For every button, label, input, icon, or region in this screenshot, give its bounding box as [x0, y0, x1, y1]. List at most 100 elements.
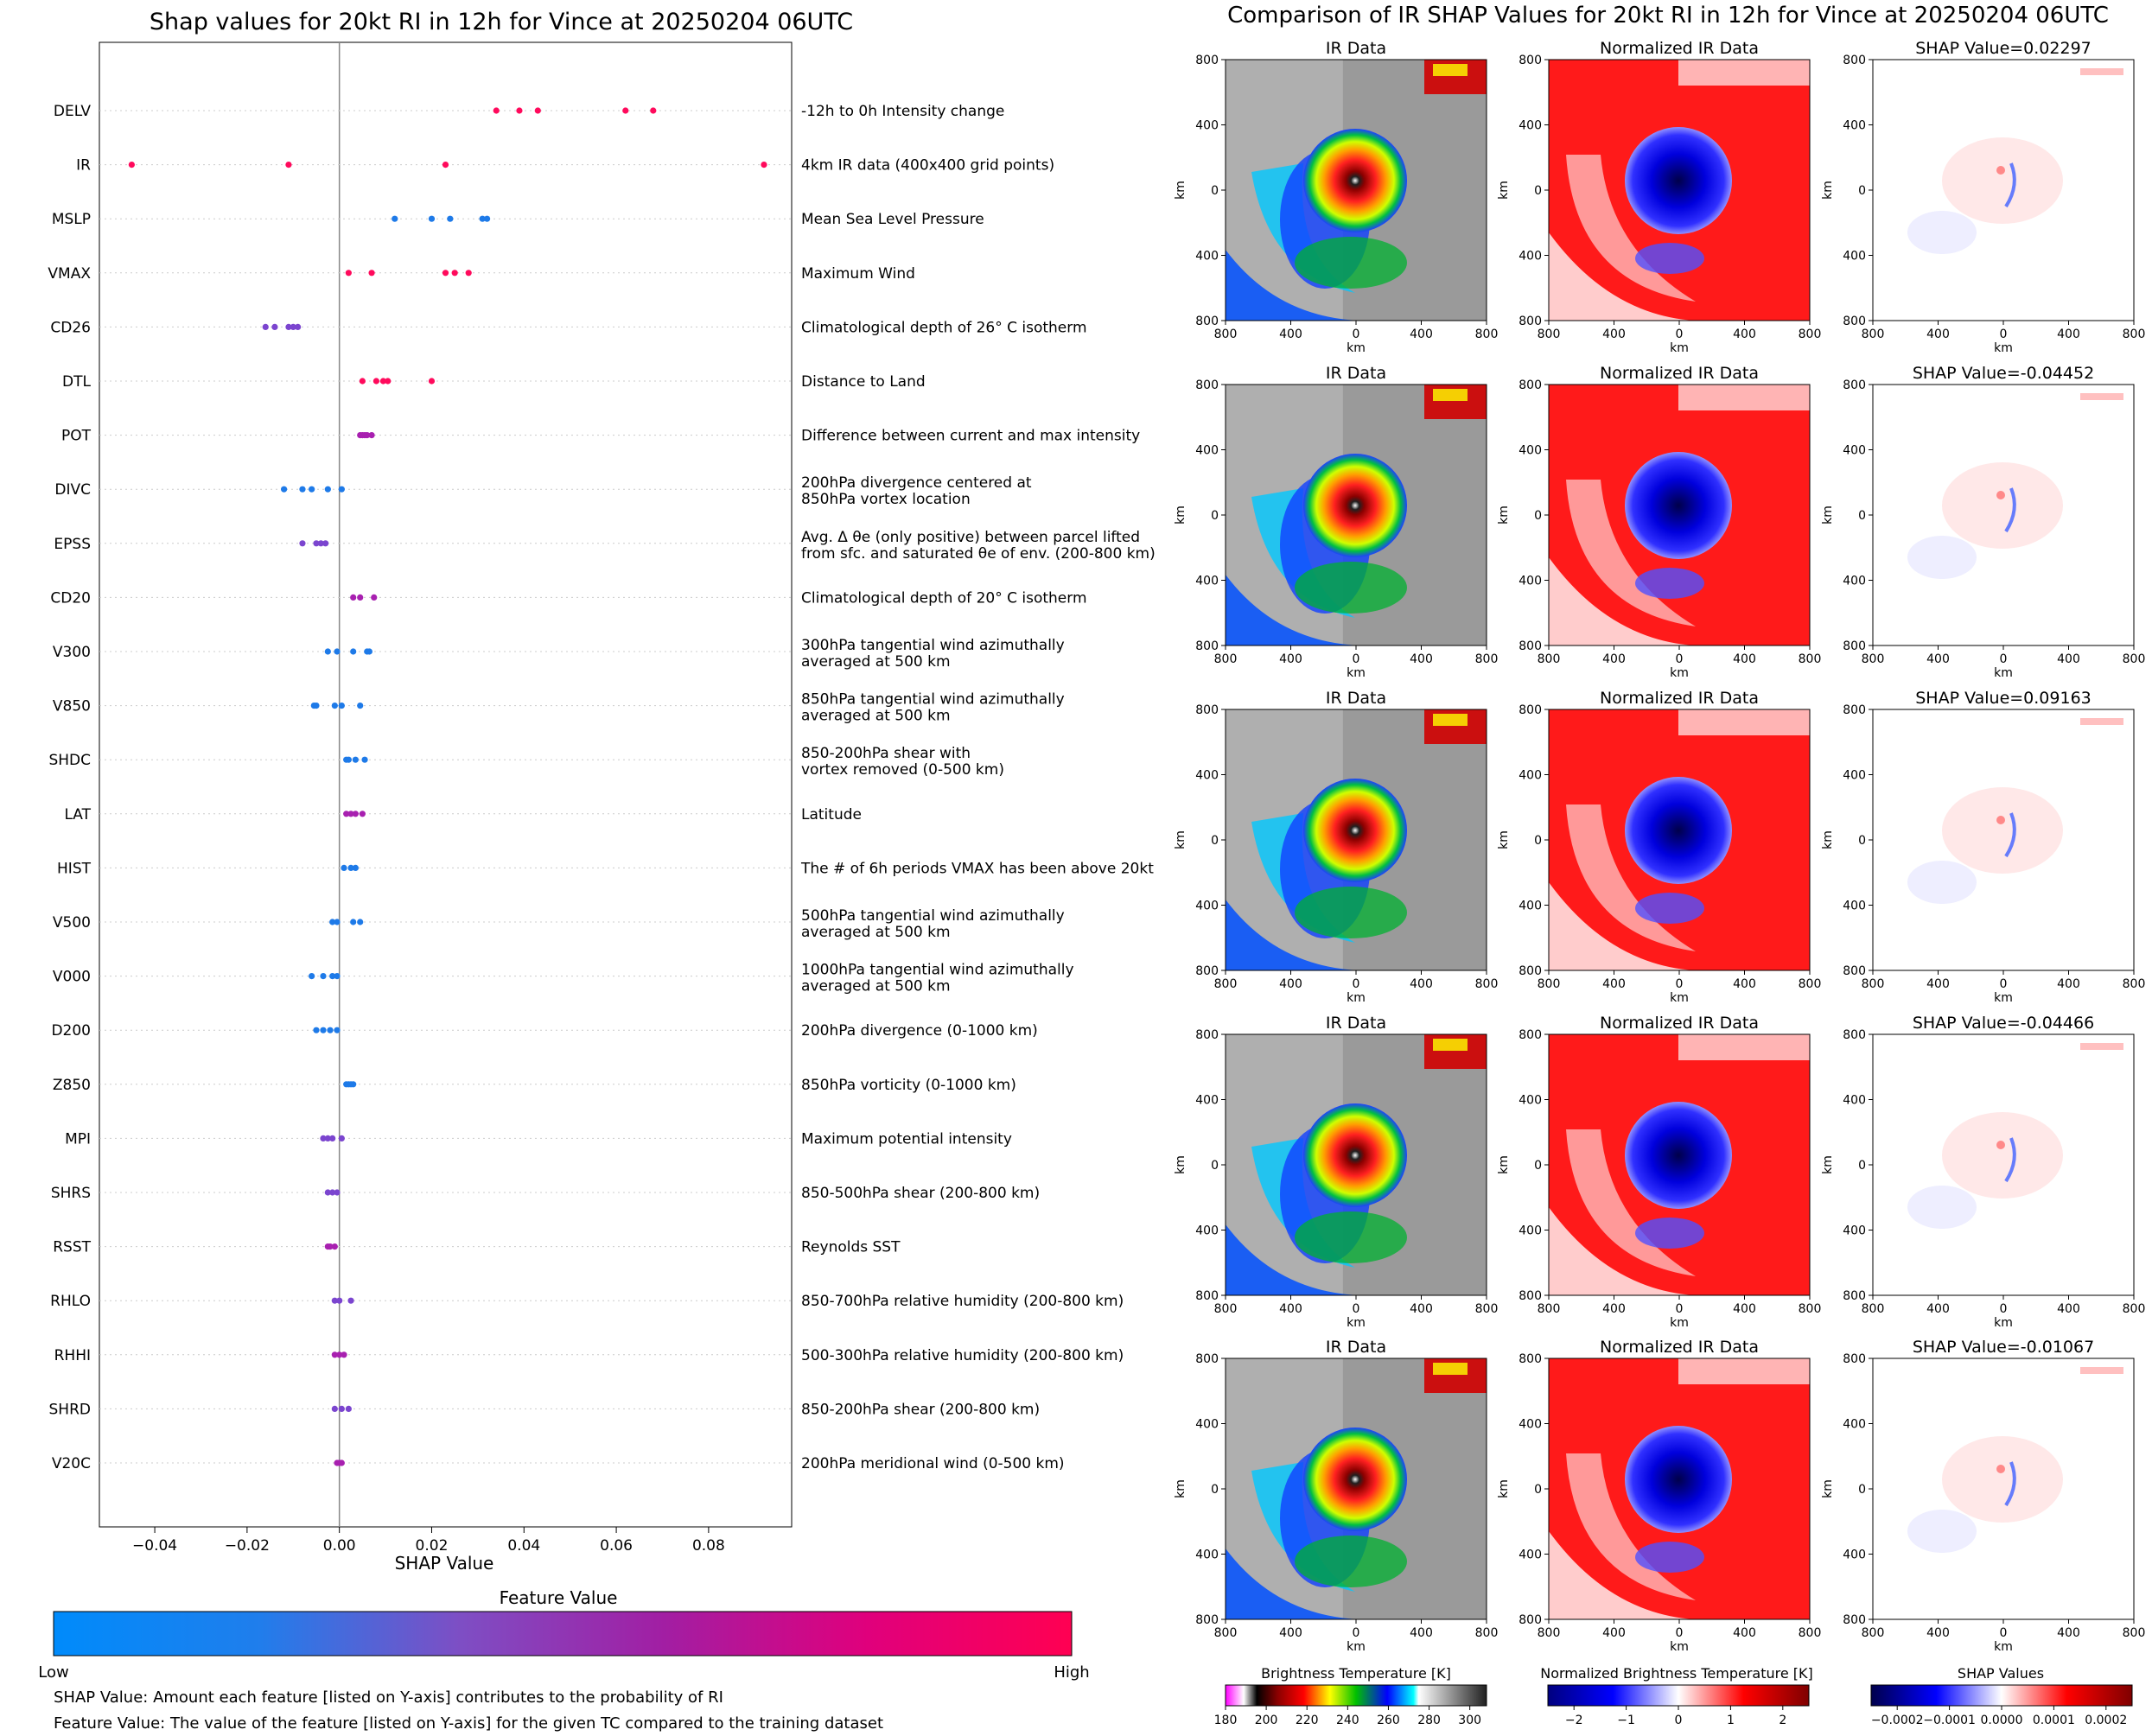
axis-tick-label: 800 [2123, 1302, 2146, 1316]
shap-point [366, 648, 372, 655]
shap-point [334, 648, 341, 655]
feature-label: V000 [53, 969, 91, 986]
axis-tick-label: 400 [1195, 250, 1219, 264]
axis-tick-label: 400 [1195, 769, 1219, 783]
y-axis-unit: km [1174, 1155, 1187, 1174]
y-axis-unit: km [1497, 1479, 1511, 1498]
feature-description: 500-300hPa relative humidity (200-800 km… [801, 1347, 1124, 1364]
shap-point [622, 107, 629, 114]
shap-point [329, 919, 336, 925]
axis-tick-label: 800 [1799, 977, 1822, 991]
axis-tick-label: 0 [1534, 509, 1542, 523]
feature-description: Avg. Δ θe (only positive) between parcel… [801, 529, 1140, 546]
feature-description: vortex removed (0-500 km) [801, 761, 1004, 779]
shap-point [350, 648, 357, 655]
feature-label: V850 [53, 698, 91, 715]
axis-tick-label: 800 [1538, 1626, 1561, 1640]
ir-image [1226, 1034, 1487, 1295]
shap-point [295, 323, 302, 330]
ir-image [1226, 60, 1487, 321]
normalized-image [1549, 709, 1810, 970]
feature-description: Latitude [801, 806, 862, 823]
feature-label: D200 [51, 1022, 91, 1040]
feature-value-colorbar [53, 1611, 1073, 1657]
axis-tick-label: 800 [2123, 1626, 2146, 1640]
axis-tick-label: 0 [1211, 184, 1219, 198]
shap-point [357, 919, 364, 925]
shap-point [324, 1135, 331, 1141]
axis-tick-label: 800 [1799, 327, 1822, 341]
axis-tick-label: 800 [1862, 327, 1885, 341]
feature-description: Mean Sea Level Pressure [801, 211, 984, 228]
axis-tick-label: 400 [1518, 1094, 1542, 1108]
shap-point [347, 1297, 354, 1304]
feature-label: VMAX [48, 265, 91, 283]
axis-tick-label: 800 [1518, 964, 1542, 978]
axis-tick-label: 0 [2000, 977, 2008, 991]
axis-tick-label: 800 [1518, 1352, 1542, 1366]
shap-point [285, 162, 292, 169]
x-axis-unit: km [1994, 666, 2013, 680]
axis-tick-label: 800 [1862, 1302, 1885, 1316]
shap-point [350, 1081, 357, 1088]
shap-point [465, 270, 472, 277]
x-axis-unit: km [1670, 991, 1689, 1005]
axis-tick-label: 0 [1534, 1483, 1542, 1497]
shap-point [128, 162, 135, 169]
shap-point [368, 270, 375, 277]
feature-description: 300hPa tangential wind azimuthally [801, 637, 1065, 654]
axis-tick-label: 0 [2000, 1302, 2008, 1316]
axis-tick-label: 400 [1518, 1224, 1542, 1238]
feature-description: 850-500hPa shear (200-800 km) [801, 1185, 1040, 1202]
colorbar-title: Feature Value [500, 1587, 618, 1608]
axis-tick-label: 400 [1279, 652, 1302, 666]
axis-tick-label: 400 [1602, 1302, 1626, 1316]
axis-tick-label: 800 [1843, 703, 1866, 717]
axis-tick-label: 800 [1843, 964, 1866, 978]
axis-tick-label: 800 [1843, 1289, 1866, 1303]
axis-tick-label: 800 [1195, 54, 1219, 67]
shap-colorbar-title: SHAP Values [1958, 1665, 2044, 1682]
axis-tick-label: 400 [1843, 575, 1866, 588]
y-axis-unit: km [1497, 830, 1511, 849]
feature-description: averaged at 500 km [801, 708, 951, 725]
feature-label: POT [61, 428, 92, 445]
axis-tick-label: 400 [1843, 119, 1866, 133]
axis-tick-label: 400 [1843, 1224, 1866, 1238]
x-axis-unit: km [1347, 341, 1366, 355]
axis-tick-label: 400 [1518, 444, 1542, 458]
axis-tick-label: 0 [1353, 652, 1360, 666]
shap-point [352, 756, 359, 763]
shap-point [483, 215, 491, 222]
colorbar-tick-label: 0.0000 [1981, 1714, 2023, 1727]
shap-image [1873, 1358, 2134, 1619]
axis-tick-label: 0 [2000, 652, 2008, 666]
shap-point [327, 1027, 334, 1033]
feature-description: averaged at 500 km [801, 924, 951, 941]
axis-tick-label: 400 [1279, 1302, 1302, 1316]
axis-tick-label: 0 [1353, 1626, 1360, 1640]
norm-colorbar [1547, 1684, 1810, 1707]
axis-tick-label: 400 [1410, 1626, 1433, 1640]
feature-description: The # of 6h periods VMAX has been above … [800, 860, 1154, 877]
shap-point [334, 1189, 341, 1196]
shap-point [368, 432, 375, 439]
shap-point [331, 703, 338, 709]
axis-tick-label: 400 [1843, 1548, 1866, 1562]
feature-description: Climatological depth of 20° C isotherm [801, 589, 1087, 607]
y-axis-unit: km [1174, 506, 1187, 525]
axis-tick-label: 0 [1858, 184, 1866, 198]
shap-point [345, 756, 352, 763]
shap-point [271, 323, 278, 330]
axis-tick-label: 400 [2057, 1626, 2080, 1640]
y-axis-unit: km [1821, 1479, 1835, 1498]
shap-point [331, 1351, 338, 1358]
axis-tick-label: 800 [1518, 703, 1542, 717]
axis-tick-label: 400 [1733, 1302, 1756, 1316]
axis-tick-label: 400 [1843, 250, 1866, 264]
axis-tick-label: 400 [2057, 977, 2080, 991]
shap-point [281, 486, 288, 493]
feature-label: DELV [54, 103, 91, 120]
shap-point [352, 811, 359, 817]
axis-tick-label: 0 [1676, 1626, 1684, 1640]
